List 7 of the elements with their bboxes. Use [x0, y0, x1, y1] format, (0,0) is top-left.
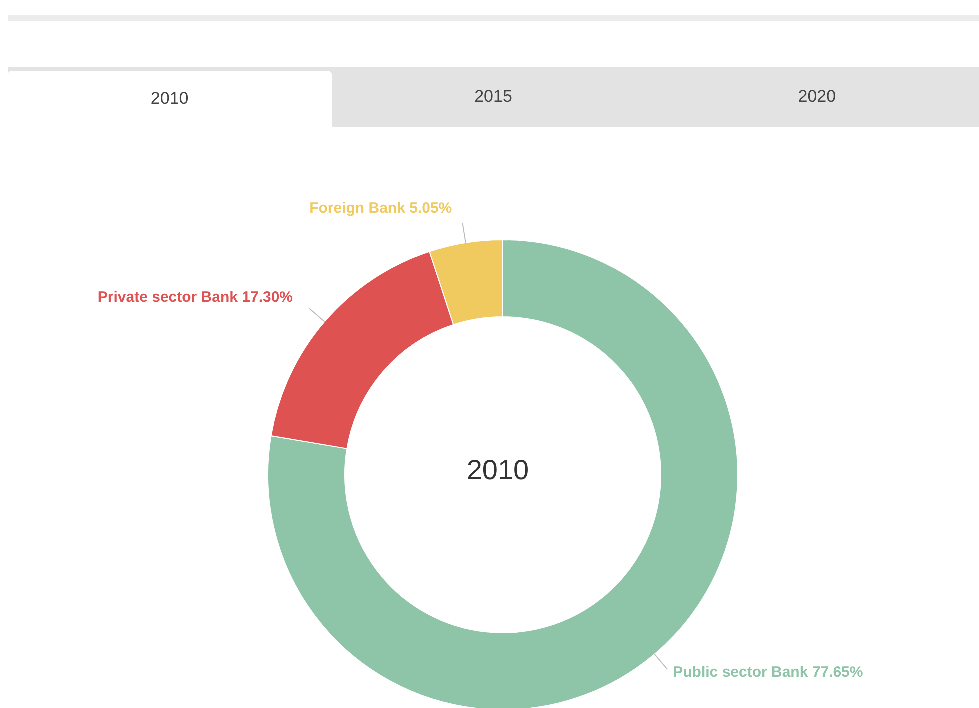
text: 2020 — [655, 67, 979, 127]
text: 2010 — [8, 71, 332, 127]
slice-label: Private sector Bank 17.30% — [98, 288, 294, 306]
text: 2015 — [332, 67, 656, 127]
slice-label: Foreign Bank 5.05% — [310, 200, 452, 217]
slice-label: Public sector Bank 77.65% — [673, 664, 864, 681]
text: 2010 — [466, 454, 530, 486]
